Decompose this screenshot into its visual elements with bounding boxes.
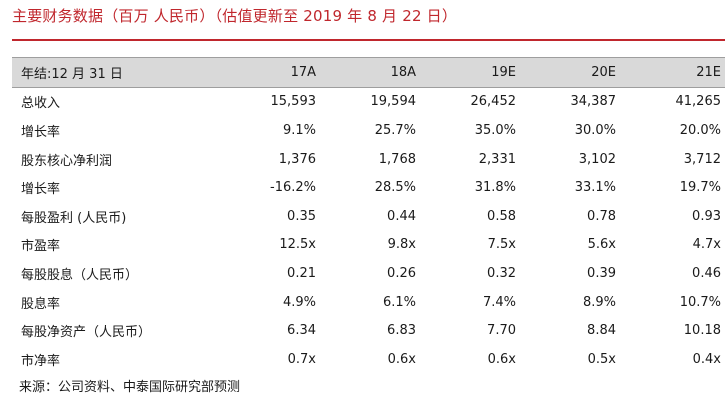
table-cell: 8.9% [582,294,616,310]
table-cell: 0.6x [387,351,416,367]
table-cell: 7.5x [487,237,516,253]
row-label: 每股盈利 (人民币) [21,210,127,226]
table-cell: 7.4% [482,294,516,310]
row-label: 每股股息（人民币） [21,267,139,283]
row-label: 增长率 [21,182,61,198]
table-row: 股东核心净利润 1,376 1,768 2,331 3,102 3,712 [12,145,725,174]
source-note: 来源：公司资料、中泰国际研究部预测 [19,380,241,395]
table-cell: 33.1% [574,180,616,196]
table-cell: 0.4x [692,351,721,367]
row-label: 市盈率 [21,239,61,255]
page-title: 主要财务数据（百万 人民币）（估值更新至 2019 年 8 月 22 日） [12,7,458,25]
table-cell: 25.7% [374,122,416,138]
table-cell: 6.1% [382,294,416,310]
table-cell: 3,102 [578,151,616,167]
table-cell: 41,265 [675,94,722,110]
table-cell: 0.26 [387,265,416,281]
table-cell: 0.93 [692,208,721,224]
table-row: 市净率 0.7x 0.6x 0.6x 0.5x 0.4x [12,345,725,374]
table-cell: 0.58 [487,208,516,224]
table-row: 股息率 4.9% 6.1% 7.4% 8.9% 10.7% [12,288,725,317]
header-19e: 19E [420,57,520,88]
table-cell: 34,387 [570,94,617,110]
table-cell: 19,594 [370,94,417,110]
row-label: 总收入 [21,96,61,112]
table-cell: 2,331 [478,151,516,167]
table-cell: 1,376 [278,151,316,167]
table-cell: 1,768 [378,151,416,167]
table-cell: 31.8% [474,180,516,196]
table-cell: 10.7% [679,294,721,310]
table-cell: 0.35 [287,208,316,224]
table-cell: 0.78 [587,208,616,224]
table-cell: 9.1% [282,122,316,138]
table-cell: 0.21 [287,265,316,281]
table-cell: 6.34 [287,323,316,339]
table-cell: 19.7% [679,180,721,196]
header-18a: 18A [320,57,420,88]
table-row: 每股净资产（人民币） 6.34 6.83 7.70 8.84 10.18 [12,316,725,345]
table-row: 总收入 15,593 19,594 26,452 34,387 41,265 [12,87,725,116]
table-cell: 4.9% [282,294,316,310]
table-cell: 0.6x [487,351,516,367]
table-cell: 0.46 [692,265,721,281]
row-label: 每股净资产（人民币） [21,325,152,341]
table-cell: 20.0% [679,122,721,138]
table-cell: 9.8x [387,237,416,253]
table-row: 每股股息（人民币） 0.21 0.26 0.32 0.39 0.46 [12,259,725,288]
header-20e: 20E [520,57,620,88]
table-cell: 0.7x [287,351,316,367]
table-row: 增长率 9.1% 25.7% 35.0% 30.0% 20.0% [12,116,725,145]
row-label: 股息率 [21,296,61,312]
table-cell: 12.5x [279,237,316,253]
table-cell: 6.83 [387,323,416,339]
title-divider [12,39,725,41]
table-header-row: 年结:12 月 31 日 17A 18A 19E 20E 21E [12,57,725,88]
table-cell: 30.0% [574,122,616,138]
table-row: 增长率 -16.2% 28.5% 31.8% 33.1% 19.7% [12,173,725,202]
table-cell: 28.5% [374,180,416,196]
table-cell: 26,452 [470,94,517,110]
row-label: 市净率 [21,353,61,369]
table-cell: 10.18 [683,323,721,339]
table-cell: 5.6x [587,237,616,253]
table-cell: 7.70 [487,323,516,339]
header-fiscal-year: 年结:12 月 31 日 [12,57,220,88]
header-17a: 17A [220,57,320,88]
table-row: 每股盈利 (人民币) 0.35 0.44 0.58 0.78 0.93 [12,202,725,231]
table-cell: 0.32 [487,265,516,281]
financial-data-table: 年结:12 月 31 日 17A 18A 19E 20E 21E 总收入 15,5… [12,57,725,374]
header-21e: 21E [620,57,725,88]
table-cell: 15,593 [270,94,317,110]
table-cell: 8.84 [587,323,616,339]
table-cell: 0.5x [587,351,616,367]
table-cell: 0.44 [387,208,416,224]
row-label: 增长率 [21,124,61,140]
table-row: 市盈率 12.5x 9.8x 7.5x 5.6x 4.7x [12,231,725,260]
table-cell: 3,712 [683,151,721,167]
table-cell: -16.2% [270,180,316,196]
table-cell: 4.7x [692,237,721,253]
table-cell: 35.0% [474,122,516,138]
table-cell: 0.39 [587,265,616,281]
row-label: 股东核心净利润 [21,153,113,169]
